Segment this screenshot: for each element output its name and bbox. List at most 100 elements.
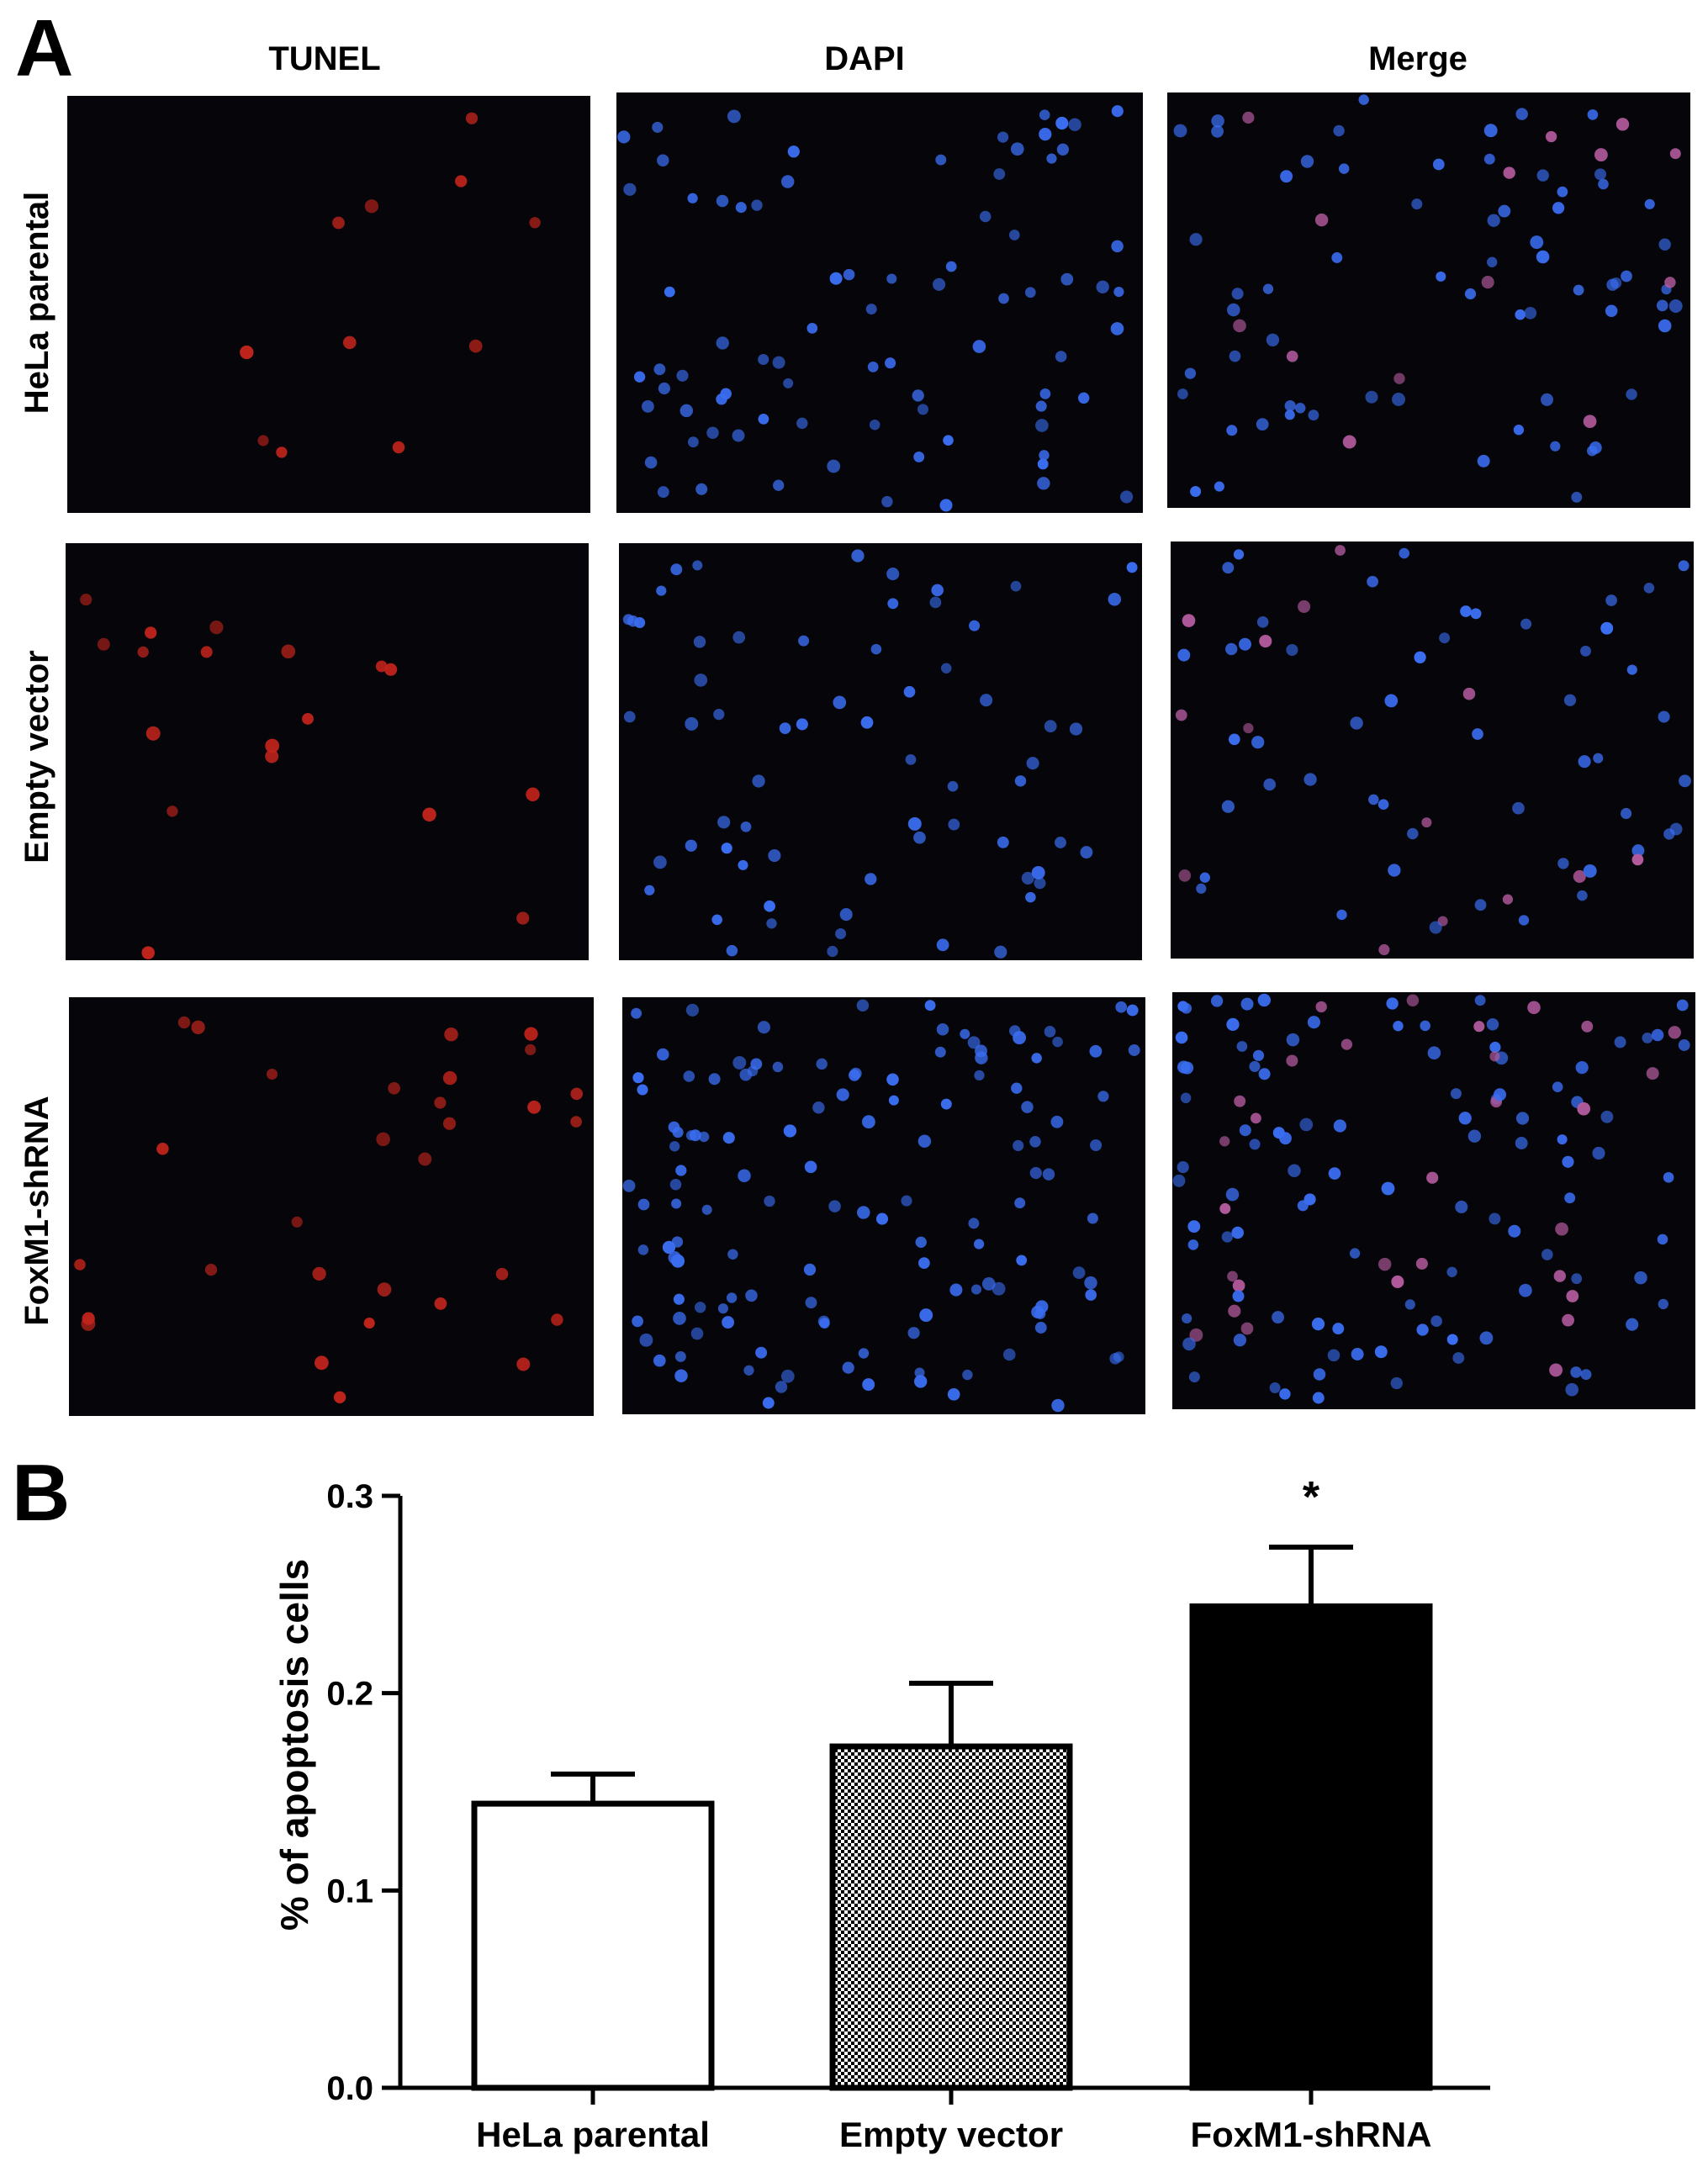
dapi-nucleus	[1029, 1136, 1041, 1148]
merge-nucleus	[1502, 894, 1514, 905]
tunel-nucleus	[529, 217, 541, 229]
merge-nucleus	[1196, 883, 1207, 894]
dapi-nucleus	[1050, 1115, 1064, 1128]
dapi-nucleus	[829, 272, 843, 285]
merge-nucleus	[1374, 1345, 1388, 1359]
merge-nucleus	[1429, 921, 1442, 934]
merge-nucleus	[1508, 1224, 1521, 1238]
dapi-nucleus	[713, 708, 725, 721]
micrograph-merge-hela-parental	[1167, 92, 1690, 508]
merge-nucleus	[1621, 270, 1632, 283]
merge-nucleus	[1338, 163, 1350, 174]
dapi-nucleus	[975, 1044, 987, 1058]
merge-nucleus	[1228, 733, 1240, 746]
tunel-nucleus	[364, 199, 379, 214]
panel-b-label: B	[12, 1448, 71, 1538]
dapi-nucleus	[633, 371, 646, 383]
dapi-nucleus	[1008, 230, 1020, 240]
merge-nucleus	[1231, 1226, 1244, 1239]
dapi-nucleus	[673, 1312, 686, 1325]
dapi-nucleus	[692, 560, 703, 571]
merge-nucleus	[1411, 198, 1423, 210]
dapi-nucleus	[653, 363, 666, 376]
merge-nucleus	[1515, 309, 1526, 320]
merge-nucleus	[1626, 388, 1637, 400]
merge-nucleus	[1555, 1222, 1568, 1236]
merge-nucleus	[1294, 403, 1306, 414]
micrograph-merge-foxm1-shrna	[1172, 992, 1695, 1409]
dapi-nucleus	[857, 1206, 870, 1219]
merge-nucleus	[1549, 1363, 1563, 1377]
dapi-nucleus	[1024, 287, 1036, 298]
tunel-nucleus	[265, 749, 279, 763]
dapi-nucleus	[716, 393, 727, 405]
tunel-nucleus	[141, 946, 155, 959]
tunel-nucleus	[570, 1116, 582, 1128]
dapi-nucleus	[1037, 477, 1050, 490]
merge-nucleus	[1489, 1051, 1500, 1062]
merge-nucleus	[1571, 491, 1583, 503]
dapi-nucleus	[758, 414, 769, 425]
merge-nucleus	[1540, 393, 1554, 406]
dapi-nucleus	[970, 1284, 982, 1295]
dapi-nucleus	[752, 774, 765, 788]
tunel-nucleus	[333, 1391, 346, 1403]
merge-nucleus	[1594, 168, 1606, 181]
x-tick-label: HeLa parental	[476, 2115, 710, 2154]
merge-nucleus	[1669, 148, 1681, 160]
dapi-nucleus	[657, 486, 669, 499]
dapi-nucleus	[738, 1169, 751, 1182]
merge-nucleus	[1658, 1298, 1668, 1310]
dapi-nucleus	[827, 945, 838, 958]
tunel-nucleus	[342, 335, 357, 350]
dapi-nucleus	[856, 999, 870, 1012]
dapi-nucleus	[1016, 1255, 1028, 1266]
dapi-nucleus	[637, 1198, 650, 1211]
dapi-nucleus	[1010, 580, 1022, 592]
merge-nucleus	[1580, 645, 1591, 657]
merge-nucleus	[1392, 393, 1405, 406]
dapi-nucleus	[701, 1204, 712, 1215]
merge-nucleus	[1552, 1081, 1563, 1092]
dapi-nucleus	[783, 378, 794, 388]
merge-nucleus	[1550, 441, 1561, 452]
merge-nucleus	[1333, 1119, 1347, 1133]
merge-nucleus	[1679, 774, 1691, 788]
merge-nucleus	[1575, 1061, 1589, 1075]
dapi-nucleus	[933, 277, 946, 291]
dapi-nucleus	[732, 631, 746, 644]
dapi-nucleus	[632, 1072, 644, 1084]
tunel-nucleus	[525, 1043, 537, 1055]
dapi-nucleus	[991, 1281, 1006, 1296]
dapi-nucleus	[1014, 1197, 1026, 1209]
merge-nucleus	[1571, 1273, 1583, 1285]
dapi-nucleus	[676, 369, 689, 382]
dapi-nucleus	[1039, 388, 1051, 399]
dapi-nucleus	[836, 1088, 849, 1101]
dapi-nucleus	[1034, 1322, 1047, 1334]
merge-nucleus	[1503, 166, 1515, 179]
merge-nucleus	[1663, 828, 1675, 840]
merge-nucleus	[1236, 1041, 1248, 1052]
merge-nucleus	[1184, 367, 1197, 379]
merge-nucleus	[1646, 1067, 1659, 1080]
merge-nucleus	[1272, 1127, 1285, 1139]
dapi-nucleus	[672, 1127, 684, 1138]
dapi-nucleus	[1039, 450, 1050, 461]
dapi-nucleus	[947, 1387, 960, 1401]
merge-nucleus	[1226, 303, 1240, 317]
merge-nucleus	[1187, 1220, 1201, 1234]
y-tick-label: 0.3	[326, 1478, 373, 1515]
merge-nucleus	[1227, 1271, 1238, 1282]
merge-nucleus	[1177, 648, 1191, 662]
merge-nucleus	[1182, 1313, 1192, 1324]
merge-nucleus	[1308, 409, 1319, 421]
merge-nucleus	[1219, 1202, 1231, 1214]
dapi-nucleus	[901, 1195, 912, 1207]
merge-nucleus	[1593, 753, 1604, 763]
dapi-nucleus	[828, 1200, 841, 1212]
merge-nucleus	[1487, 214, 1500, 227]
merge-nucleus	[1489, 1212, 1501, 1225]
dapi-nucleus	[657, 154, 669, 167]
merge-nucleus	[1214, 481, 1224, 492]
